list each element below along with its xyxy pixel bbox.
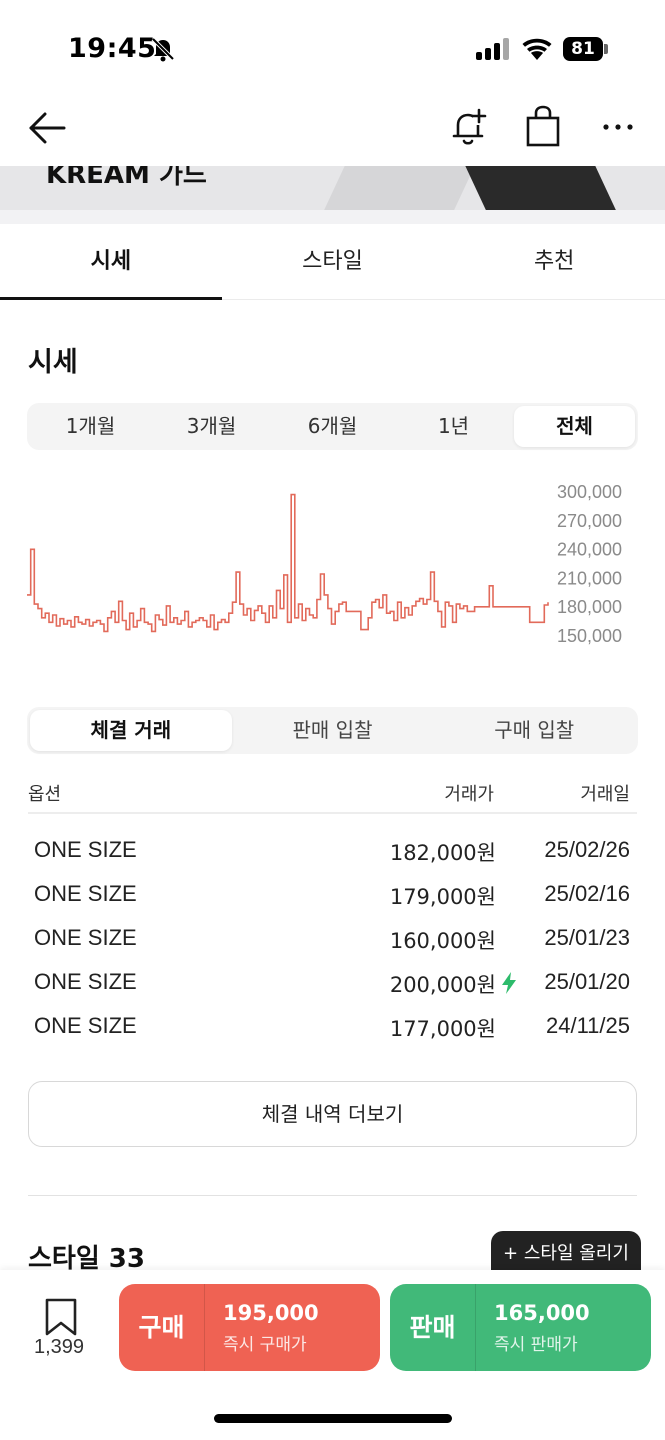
row-price: 200,000원 xyxy=(389,973,496,997)
upload-style-button[interactable]: + 스타일 올리기 xyxy=(491,1231,641,1277)
quick-delivery-bolt-icon xyxy=(502,972,516,994)
y-tick-label: 210,000 xyxy=(557,568,622,588)
header-price: 거래가 xyxy=(444,784,494,805)
row-price: 160,000원 xyxy=(389,929,496,953)
period-option-0[interactable]: 1개월 xyxy=(65,414,116,438)
bottom-action-bar: 1,399 구매 195,000 즉시 구매가 판매 165,000 즉시 판매… xyxy=(0,1270,665,1440)
row-price: 179,000원 xyxy=(389,885,496,909)
status-time: 19:45 xyxy=(68,33,157,64)
y-tick-label: 270,000 xyxy=(557,511,622,531)
period-option-4[interactable]: 전체 xyxy=(514,406,635,447)
product-banner: KREAM 가드 xyxy=(0,166,665,210)
sell-label: 판매 xyxy=(390,1284,476,1371)
bell-off-icon xyxy=(151,37,175,62)
home-indicator xyxy=(214,1414,452,1423)
trade-tab-2[interactable]: 구매 입찰 xyxy=(494,718,575,742)
row-price: 182,000원 xyxy=(389,841,496,865)
buy-subtitle: 즉시 구매가 xyxy=(223,1335,307,1355)
header-date: 거래일 xyxy=(580,784,630,805)
section-separator xyxy=(28,1195,637,1196)
bookmark-icon[interactable] xyxy=(44,1298,78,1336)
y-tick-label: 300,000 xyxy=(557,482,622,502)
table-row: ONE SIZE 177,000원 24/11/25 xyxy=(34,1003,634,1047)
banner-card-light xyxy=(321,166,489,210)
period-option-3[interactable]: 1년 xyxy=(437,414,470,438)
battery-indicator: 81 xyxy=(563,37,603,61)
view-more-trades-button[interactable]: 체결 내역 더보기 xyxy=(28,1081,637,1147)
row-option: ONE SIZE xyxy=(34,837,137,862)
banner-spacer xyxy=(0,210,665,224)
signal-icon xyxy=(476,38,510,60)
buy-button[interactable]: 구매 195,000 즉시 구매가 xyxy=(119,1284,380,1371)
row-date: 25/01/23 xyxy=(544,925,630,950)
buy-price: 195,000 xyxy=(223,1301,319,1325)
row-date: 25/02/26 xyxy=(544,837,630,862)
style-section-title: 스타일 33 xyxy=(28,1244,145,1274)
row-option: ONE SIZE xyxy=(34,969,137,994)
sell-button[interactable]: 판매 165,000 즉시 판매가 xyxy=(390,1284,651,1371)
trade-tabs: 체결 거래 판매 입찰 구매 입찰 xyxy=(27,707,638,754)
content-tabs: 시세 스타일 추천 xyxy=(0,224,665,300)
battery-tip xyxy=(604,44,608,54)
period-option-2[interactable]: 6개월 xyxy=(307,414,358,438)
tab-0[interactable]: 시세 xyxy=(0,224,222,300)
table-divider xyxy=(28,812,637,814)
trade-tab-0[interactable]: 체결 거래 xyxy=(30,710,232,751)
period-option-1[interactable]: 3개월 xyxy=(186,414,237,438)
banner-text: KREAM 가드 xyxy=(46,166,207,190)
trade-tab-1[interactable]: 판매 입찰 xyxy=(292,718,373,742)
tab-2[interactable]: 추천 xyxy=(533,249,575,274)
price-section-title: 시세 xyxy=(28,347,78,378)
header-option: 옵션 xyxy=(28,784,62,805)
sell-subtitle: 즉시 판매가 xyxy=(494,1335,578,1355)
row-date: 25/01/20 xyxy=(544,969,630,994)
row-option: ONE SIZE xyxy=(34,925,137,950)
trade-table-header: 옵션 거래가 거래일 xyxy=(28,772,632,812)
tab-1[interactable]: 스타일 xyxy=(302,249,363,274)
table-row: ONE SIZE 200,000원 25/01/20 xyxy=(34,959,634,1003)
y-tick-label: 180,000 xyxy=(557,597,622,617)
table-row: ONE SIZE 182,000원 25/02/26 xyxy=(34,827,634,871)
bookmark-count: 1,399 xyxy=(34,1336,85,1358)
price-chart: 300,000 270,000 240,000 210,000 180,000 150,0… xyxy=(27,482,622,646)
sell-price: 165,000 xyxy=(494,1301,590,1325)
period-selector: 1개월 3개월 6개월 1년 전체 xyxy=(27,403,638,450)
table-row: ONE SIZE 160,000원 25/01/23 xyxy=(34,915,634,959)
price-series-line xyxy=(27,493,549,633)
status-bar: 19:45 81 xyxy=(0,0,665,100)
row-price: 177,000원 xyxy=(389,1017,496,1041)
wifi-icon xyxy=(522,38,552,60)
row-date: 24/11/25 xyxy=(545,1013,630,1038)
bell-plus-icon[interactable] xyxy=(448,106,490,148)
table-row: ONE SIZE 179,000원 25/02/16 xyxy=(34,871,634,915)
y-tick-label: 240,000 xyxy=(557,540,622,560)
row-option: ONE SIZE xyxy=(34,1013,137,1038)
banner-card-dark xyxy=(451,166,619,210)
y-tick-label: 150,000 xyxy=(557,626,622,646)
buy-label: 구매 xyxy=(119,1284,205,1371)
row-option: ONE SIZE xyxy=(34,881,137,906)
more-options-icon[interactable] xyxy=(598,112,638,142)
back-arrow-icon[interactable] xyxy=(26,108,68,148)
row-date: 25/02/16 xyxy=(544,881,630,906)
shopping-bag-icon[interactable] xyxy=(523,104,563,148)
